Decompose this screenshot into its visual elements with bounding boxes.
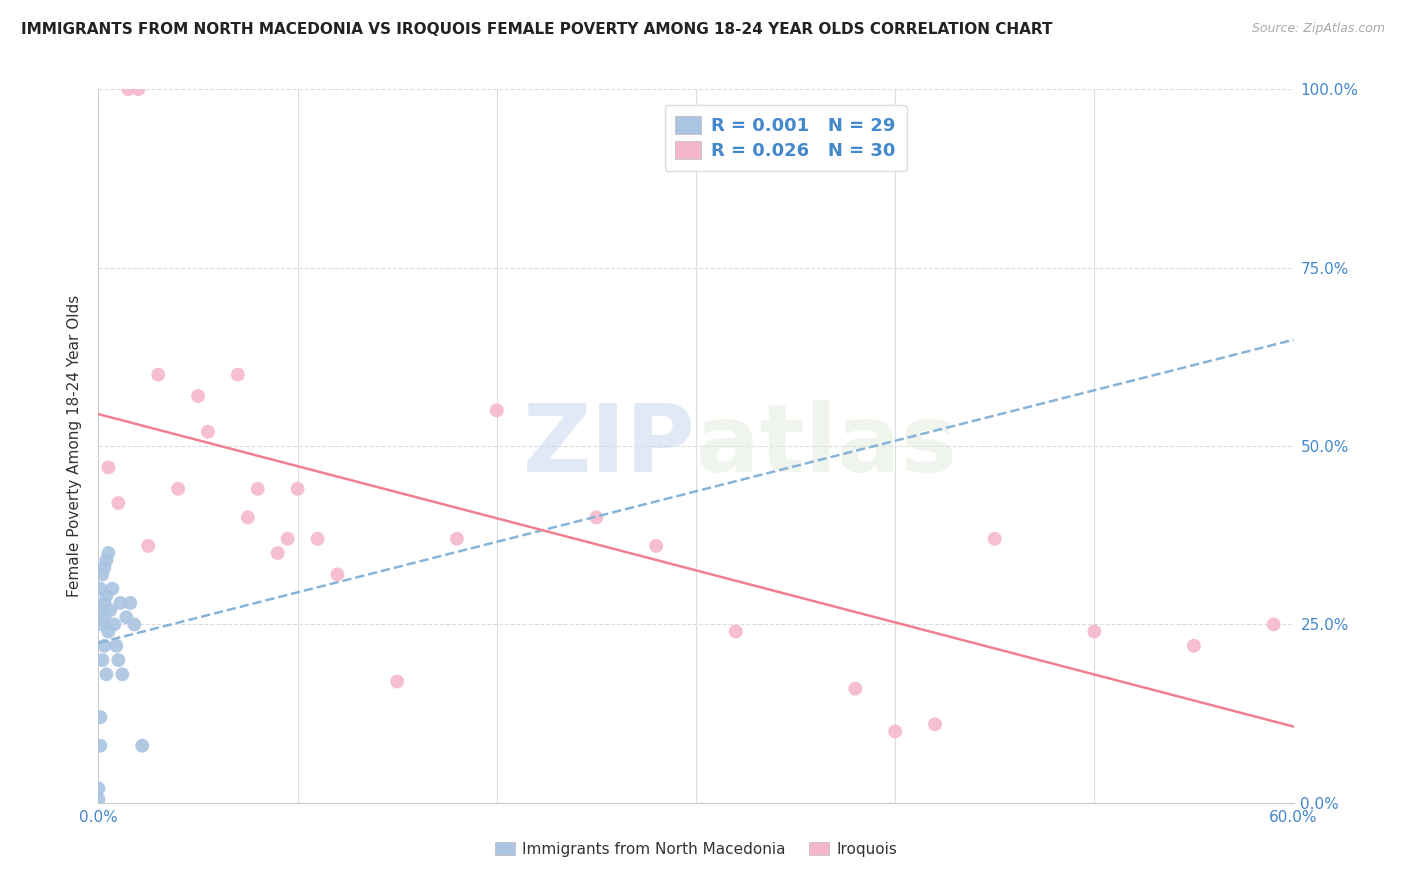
Point [236,510,259,524]
Point [91,567,114,582]
Point [96,553,118,567]
Point [924,717,946,731]
Point [884,724,907,739]
Y-axis label: Female Poverty Among 18-24 Year Olds: Female Poverty Among 18-24 Year Olds [67,295,83,597]
Point [89,582,111,596]
Point [326,567,349,582]
Legend: Immigrants from North Macedonia, Iroquois: Immigrants from North Macedonia, Iroquoi… [489,836,903,863]
Point [89,710,111,724]
Point [724,624,747,639]
Point [1263,617,1285,632]
Point [844,681,866,696]
Point [120,596,142,610]
Text: IMMIGRANTS FROM NORTH MACEDONIA VS IROQUOIS FEMALE POVERTY AMONG 18-24 YEAR OLDS: IMMIGRANTS FROM NORTH MACEDONIA VS IROQU… [21,22,1053,37]
Point [127,82,149,96]
Text: atlas: atlas [696,400,957,492]
Point [110,596,132,610]
Point [96,589,118,603]
Point [107,653,129,667]
Point [93,596,115,610]
Text: ZIP: ZIP [523,400,696,492]
Point [645,539,668,553]
Point [87,792,110,806]
Point [87,781,110,796]
Point [267,546,290,560]
Point [136,539,159,553]
Point [111,667,134,681]
Point [93,560,115,574]
Point [93,610,115,624]
Point [385,674,409,689]
Point [485,403,508,417]
Point [197,425,219,439]
Point [97,546,120,560]
Point [446,532,468,546]
Point [226,368,249,382]
Point [287,482,309,496]
Point [89,739,111,753]
Point [307,532,329,546]
Point [117,82,139,96]
Point [89,603,111,617]
Point [1083,624,1105,639]
Point [115,610,138,624]
Point [187,389,209,403]
Point [97,624,120,639]
Point [1182,639,1205,653]
Point [97,460,120,475]
Point [585,510,607,524]
Point [246,482,269,496]
Point [131,739,153,753]
Text: Source: ZipAtlas.com: Source: ZipAtlas.com [1251,22,1385,36]
Point [148,368,170,382]
Point [96,667,118,681]
Point [167,482,190,496]
Point [124,617,146,632]
Point [277,532,299,546]
Point [101,582,124,596]
Point [93,639,115,653]
Point [105,639,128,653]
Point [98,603,122,617]
Point [103,617,125,632]
Point [107,496,129,510]
Point [984,532,1007,546]
Point [91,617,114,632]
Point [91,653,114,667]
